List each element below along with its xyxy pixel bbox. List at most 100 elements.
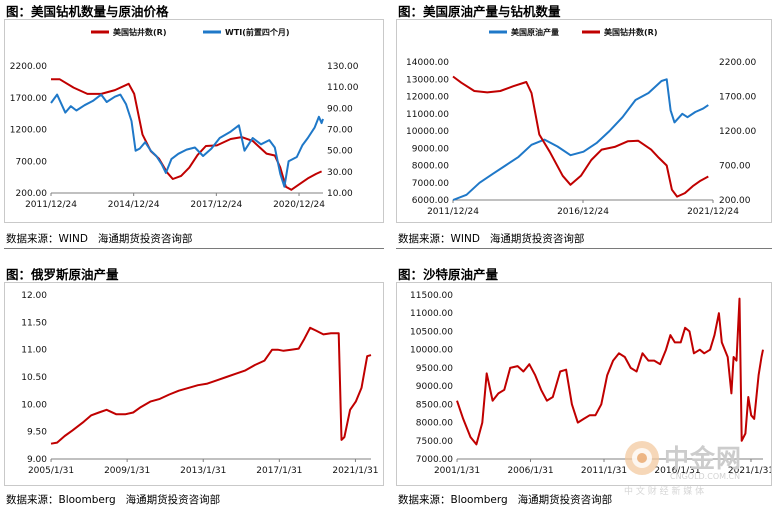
x-tick-label: 2016/1/31 [654, 466, 700, 476]
source-org: 海通期货投资咨询部 [517, 494, 613, 506]
x-tick-label: 2011/12/24 [25, 200, 77, 210]
source-org: 海通期货投资咨询部 [489, 233, 585, 245]
y-right-tick-label: 10.00 [327, 189, 353, 199]
y-left-tick-label: 11.50 [21, 318, 47, 328]
y-left-tick-label: 1700.00 [10, 94, 47, 104]
x-tick-label: 2017/1/31 [256, 466, 302, 476]
y-left-tick-label: 8000.00 [416, 419, 453, 429]
chart-us-rigs-vs-wti: 200.00 700.00 1200.00 1700.00 2200.00 10.00 30… [10, 27, 359, 210]
legend-label: 美国钻井数(R) [113, 27, 166, 37]
panel4-source: 数据来源：Bloomberg 海通期货投资咨询部 [398, 492, 612, 507]
y-left-tick-label: 12.00 [21, 291, 47, 301]
chart-us-output-vs-rigs: 6000.00 7000.00 8000.00 9000.00 10000.00 1100… [406, 27, 756, 217]
y-right-tick-label: 110.00 [327, 83, 359, 93]
legend-label: WTI(前置四个月) [225, 27, 290, 37]
source-label: 数据来源：Bloomberg [6, 494, 116, 506]
x-tick-label: 2014/12/24 [108, 200, 160, 210]
x-tick-label: 2005/1/31 [28, 466, 74, 476]
x-tick-label: 2016/12/24 [557, 207, 609, 217]
y-right-tick-label: 2200.00 [719, 58, 756, 68]
y-left-tick-label: 10.50 [21, 373, 47, 383]
chart-frame-3: 9.00 9.50 10.00 10.50 11.00 11.50 12.00 2005/1/… [4, 282, 384, 486]
panel1-title: 图：美国钻机数量与原油价格 [6, 4, 169, 19]
chart-russia-output: 9.00 9.50 10.00 10.50 11.00 11.50 12.00 2005/1/… [21, 291, 378, 476]
y-right-tick-label: 1700.00 [719, 93, 756, 103]
series-line-1 [452, 78, 709, 201]
y-left-tick-label: 700.00 [16, 157, 48, 167]
source-label: 数据来源：WIND [398, 233, 480, 245]
series-line-2 [452, 75, 709, 198]
y-left-tick-label: 11000.00 [406, 110, 449, 120]
y-left-tick-label: 11.00 [21, 346, 47, 356]
y-left-tick-label: 2200.00 [10, 62, 47, 72]
watermark-slogan: 中 文 财 经 新 媒 体 [624, 487, 705, 497]
chart-frame-1: 200.00 700.00 1200.00 1700.00 2200.00 10.00 30… [4, 19, 384, 223]
y-left-tick-label: 7500.00 [416, 437, 453, 447]
chart-frame-2: 6000.00 7000.00 8000.00 9000.00 10000.00 1100… [396, 19, 772, 223]
series-line-2 [50, 93, 324, 188]
y-left-tick-label: 9.50 [27, 428, 47, 438]
y-right-tick-label: 130.00 [327, 62, 359, 72]
y-left-tick-label: 10000.00 [406, 127, 449, 137]
panel4-title: 图：沙特原油产量 [398, 267, 499, 282]
source-label: 数据来源：WIND [6, 233, 88, 245]
y-left-tick-label: 13000.00 [406, 75, 449, 85]
y-left-tick-label: 200.00 [16, 189, 48, 199]
x-tick-label: 2021/12/24 [687, 207, 739, 217]
panel3-source: 数据来源：Bloomberg 海通期货投资咨询部 [6, 492, 220, 507]
x-tick-label: 2021/1/31 [332, 466, 378, 476]
y-right-tick-label: 200.00 [719, 196, 751, 206]
watermark-site: CNGOLD.COM.CN [670, 472, 741, 481]
y-left-tick-label: 1200.00 [10, 126, 47, 136]
x-tick-label: 2021/1/31 [728, 466, 771, 476]
y-left-tick-label: 10500.00 [410, 327, 453, 337]
y-left-tick-label: 12000.00 [406, 93, 449, 103]
chart-saudi-output: 7000.00 7500.00 8000.00 8500.00 9000.00 9500.… [410, 291, 774, 476]
y-left-tick-label: 11500.00 [410, 291, 453, 301]
x-tick-label: 2020/12/24 [273, 200, 325, 210]
y-left-tick-label: 14000.00 [406, 58, 449, 68]
y-left-tick-label: 10000.00 [410, 346, 453, 356]
x-tick-label: 2009/1/31 [104, 466, 150, 476]
panel3-title: 图：俄罗斯原油产量 [6, 267, 119, 282]
y-right-tick-label: 90.00 [327, 104, 353, 114]
divider [4, 248, 384, 249]
x-tick-label: 2011/12/24 [427, 207, 479, 217]
x-tick-label: 2013/1/31 [180, 466, 226, 476]
x-tick-label: 2006/1/31 [507, 466, 553, 476]
panel1-source: 数据来源：WIND 海通期货投资咨询部 [6, 231, 192, 246]
y-right-tick-label: 700.00 [719, 162, 751, 172]
y-right-tick-label: 50.00 [327, 147, 353, 157]
y-left-tick-label: 8000.00 [412, 162, 449, 172]
y-left-tick-label: 9000.00 [412, 144, 449, 154]
legend-label: 美国钻井数(R) [604, 27, 657, 37]
x-tick-label: 2011/1/31 [581, 466, 627, 476]
y-left-tick-label: 7000.00 [416, 455, 453, 465]
panel2-title: 图：美国原油产量与钻机数量 [398, 4, 561, 19]
watermark-logo [625, 441, 659, 475]
watermark-brand: 中金网 [664, 444, 743, 473]
series-line-1 [51, 78, 323, 191]
legend-label: 美国原油产量 [511, 27, 559, 37]
divider [396, 248, 772, 249]
y-left-tick-label: 10.00 [21, 400, 47, 410]
watermark: 中金网 CNGOLD.COM.CN 中 文 财 经 新 媒 体 [622, 438, 772, 500]
panel2-source: 数据来源：WIND 海通期货投资咨询部 [398, 231, 584, 246]
y-left-tick-label: 6000.00 [412, 196, 449, 206]
source-org: 海通期货投资咨询部 [97, 233, 193, 245]
chart-frame-4: 7000.00 7500.00 8000.00 8500.00 9000.00 9500.… [396, 282, 774, 486]
y-left-tick-label: 11000.00 [410, 309, 453, 319]
source-org: 海通期货投资咨询部 [125, 494, 221, 506]
series-line-1 [50, 326, 372, 445]
y-left-tick-label: 9500.00 [416, 364, 453, 374]
y-right-tick-label: 1200.00 [719, 127, 756, 137]
x-tick-label: 2017/12/24 [190, 200, 242, 210]
y-left-tick-label: 7000.00 [412, 179, 449, 189]
y-right-tick-label: 30.00 [327, 168, 353, 178]
source-label: 数据来源：Bloomberg [398, 494, 508, 506]
series-line-1 [456, 297, 764, 446]
x-tick-label: 2001/1/31 [434, 466, 480, 476]
y-left-tick-label: 9000.00 [416, 382, 453, 392]
y-right-tick-label: 70.00 [327, 126, 353, 136]
y-left-tick-label: 8500.00 [416, 400, 453, 410]
